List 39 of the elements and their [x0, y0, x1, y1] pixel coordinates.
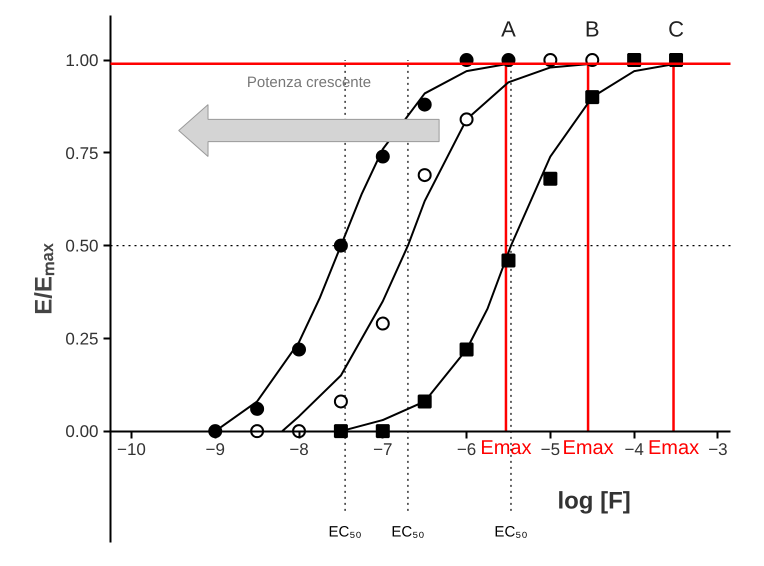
point: [418, 168, 432, 182]
y-tick-label: 0.50: [65, 236, 99, 256]
annotation: Potenza crescente: [246, 74, 372, 91]
point: [334, 238, 348, 253]
point: [292, 342, 306, 356]
x-tick-label: −6: [456, 440, 476, 460]
y-tick-label: 0.25: [65, 329, 99, 348]
x-tick-label: −4: [624, 440, 644, 460]
x-tick-label: −5: [540, 440, 560, 460]
x-tick-label: −8: [289, 440, 309, 460]
point: [585, 90, 600, 104]
series-label: B: [584, 16, 600, 42]
point: [543, 172, 558, 186]
ref-line-label: EC₅₀: [328, 524, 362, 540]
point: [376, 316, 390, 331]
ref-line-label: EC₅₀: [391, 524, 424, 540]
point: [334, 394, 348, 408]
y-tick-label: 0.75: [65, 144, 99, 163]
series-label: A: [501, 16, 516, 42]
point: [376, 150, 390, 164]
y-tick-label: 1.00: [65, 51, 99, 70]
ref-line-label: EC₅₀: [494, 524, 528, 540]
point: [460, 342, 474, 357]
point: [250, 402, 264, 416]
point: [418, 98, 432, 112]
point: [418, 394, 432, 408]
ref-line-label: Emax: [648, 437, 700, 460]
x-axis-title: log [F]: [557, 488, 631, 514]
x-tick-label: −9: [206, 440, 225, 460]
y-tick-label: 0.00: [65, 422, 99, 442]
ref-line-label: Emax: [480, 437, 532, 460]
y-axis-title: E/Eₘₐₓ: [30, 243, 58, 315]
x-tick-label: −3: [708, 440, 728, 460]
point: [460, 112, 474, 126]
point: [501, 253, 516, 268]
x-tick-label: −7: [373, 440, 392, 460]
x-tick-label: −10: [117, 440, 146, 460]
ref-line-label: Emax: [562, 437, 614, 460]
series-label: C: [668, 16, 684, 42]
